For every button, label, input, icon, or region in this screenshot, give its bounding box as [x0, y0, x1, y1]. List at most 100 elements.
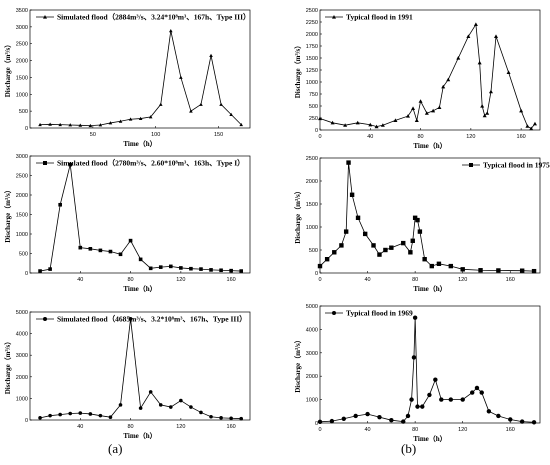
data-point: [189, 405, 193, 409]
data-point: [219, 416, 223, 420]
y-tick-label: 1000: [306, 398, 318, 404]
y-tick-label: 1500: [16, 213, 28, 219]
y-tick-label: 3000: [16, 25, 28, 31]
data-point: [108, 415, 113, 419]
x-axis-label: Time（h）: [413, 142, 446, 150]
data-point: [58, 122, 62, 127]
y-tick-label: 1000: [16, 92, 28, 98]
data-point: [128, 317, 133, 321]
data-point: [353, 413, 358, 419]
data-point: [349, 192, 355, 197]
data-point: [412, 315, 418, 320]
data-point: [189, 109, 193, 113]
data-point: [411, 355, 417, 360]
x-tick-label: 40: [367, 134, 373, 140]
data-point: [525, 124, 530, 128]
data-point: [466, 34, 471, 38]
y-tick-label: 1250: [306, 68, 318, 74]
data-point: [508, 417, 513, 422]
y-tick-label: 0: [315, 271, 318, 277]
y-tick-label: 1500: [306, 56, 318, 62]
data-point: [78, 411, 83, 415]
data-point: [330, 120, 335, 125]
data-point: [401, 419, 406, 424]
y-tick-label: 1750: [306, 44, 318, 50]
y-tick-label: 1500: [306, 202, 318, 208]
data-point: [477, 60, 482, 65]
data-point: [480, 104, 485, 108]
data-point: [158, 265, 163, 269]
data-point: [343, 123, 348, 127]
x-axis-label: Time（h）: [123, 432, 156, 440]
y-tick-label: 1000: [16, 396, 28, 402]
x-tick-label: 80: [128, 424, 134, 430]
legend-marker: [43, 161, 47, 165]
data-point: [362, 231, 368, 237]
data-point: [401, 240, 406, 246]
data-point: [415, 217, 420, 223]
data-point: [169, 405, 173, 409]
data-point: [460, 267, 465, 272]
chart-panel-4: 0 250 500 750 1000 1250 1500 1750 2000 2250 2500 0 4…: [294, 8, 541, 150]
data-point: [179, 398, 183, 403]
data-point: [470, 390, 475, 395]
data-point: [128, 117, 133, 121]
data-point: [439, 397, 444, 402]
x-tick-label: 120: [176, 424, 185, 430]
legend-label: Simulated flood（2780m³/s、2.60*10⁸m³、163h…: [57, 158, 245, 168]
data-point: [128, 238, 133, 243]
data-point: [98, 413, 103, 418]
data-point: [519, 419, 525, 424]
data-point: [486, 409, 492, 414]
y-tick-label: 0: [25, 126, 28, 132]
data-point: [199, 410, 203, 415]
x-axis-label: Time（h）: [413, 285, 446, 293]
series-line: [319, 162, 535, 272]
data-point: [479, 390, 484, 395]
series-line: [39, 318, 242, 420]
y-tick-label: 2500: [306, 156, 318, 162]
chart-panel-2: 0 500 1000 1500 2000 2500 3000 40 80 120 160 Time（h…: [4, 154, 251, 293]
y-axis-label: Discharge（m³/s）: [294, 42, 302, 99]
legend-marker: [332, 311, 336, 315]
data-point: [48, 413, 52, 418]
data-point: [179, 75, 183, 79]
data-point: [78, 245, 83, 250]
data-point: [380, 123, 385, 127]
y-tick-label: 2500: [16, 42, 28, 48]
data-point: [417, 229, 423, 234]
x-tick-label: 120: [176, 277, 185, 283]
y-tick-label: 2500: [16, 174, 28, 180]
data-point: [478, 268, 483, 273]
data-point: [118, 403, 123, 407]
y-tick-label: 2000: [16, 375, 28, 381]
y-tick-label: 2000: [16, 193, 28, 199]
data-point: [148, 390, 153, 394]
data-point: [158, 102, 163, 106]
chart-panel-1: 0 500 1000 1500 2000 2500 3000 3500 50 100 150 Time…: [4, 8, 251, 148]
data-point: [422, 257, 427, 262]
y-tick-label: 750: [309, 92, 318, 98]
y-axis-label: Discharge（m³/s）: [294, 187, 302, 244]
plot-frame: [319, 157, 541, 274]
x-tick-label: 0: [318, 277, 321, 283]
legend-marker: [43, 317, 47, 321]
x-tick-label: 120: [458, 427, 467, 433]
plot-frame: [29, 155, 251, 274]
data-point: [199, 267, 203, 271]
data-point: [437, 105, 442, 110]
y-tick-label: 0: [25, 271, 28, 277]
data-point: [355, 215, 361, 220]
data-point: [343, 229, 349, 234]
data-point: [494, 34, 498, 38]
x-tick-label: 160: [517, 134, 526, 140]
data-point: [412, 215, 418, 220]
data-point: [148, 115, 153, 119]
data-point: [346, 160, 351, 165]
series-line: [39, 164, 242, 272]
data-point: [324, 257, 330, 262]
data-point: [485, 111, 490, 115]
data-point: [229, 268, 233, 273]
x-tick-label: 80: [128, 277, 134, 283]
y-tick-label: 2250: [306, 20, 318, 26]
